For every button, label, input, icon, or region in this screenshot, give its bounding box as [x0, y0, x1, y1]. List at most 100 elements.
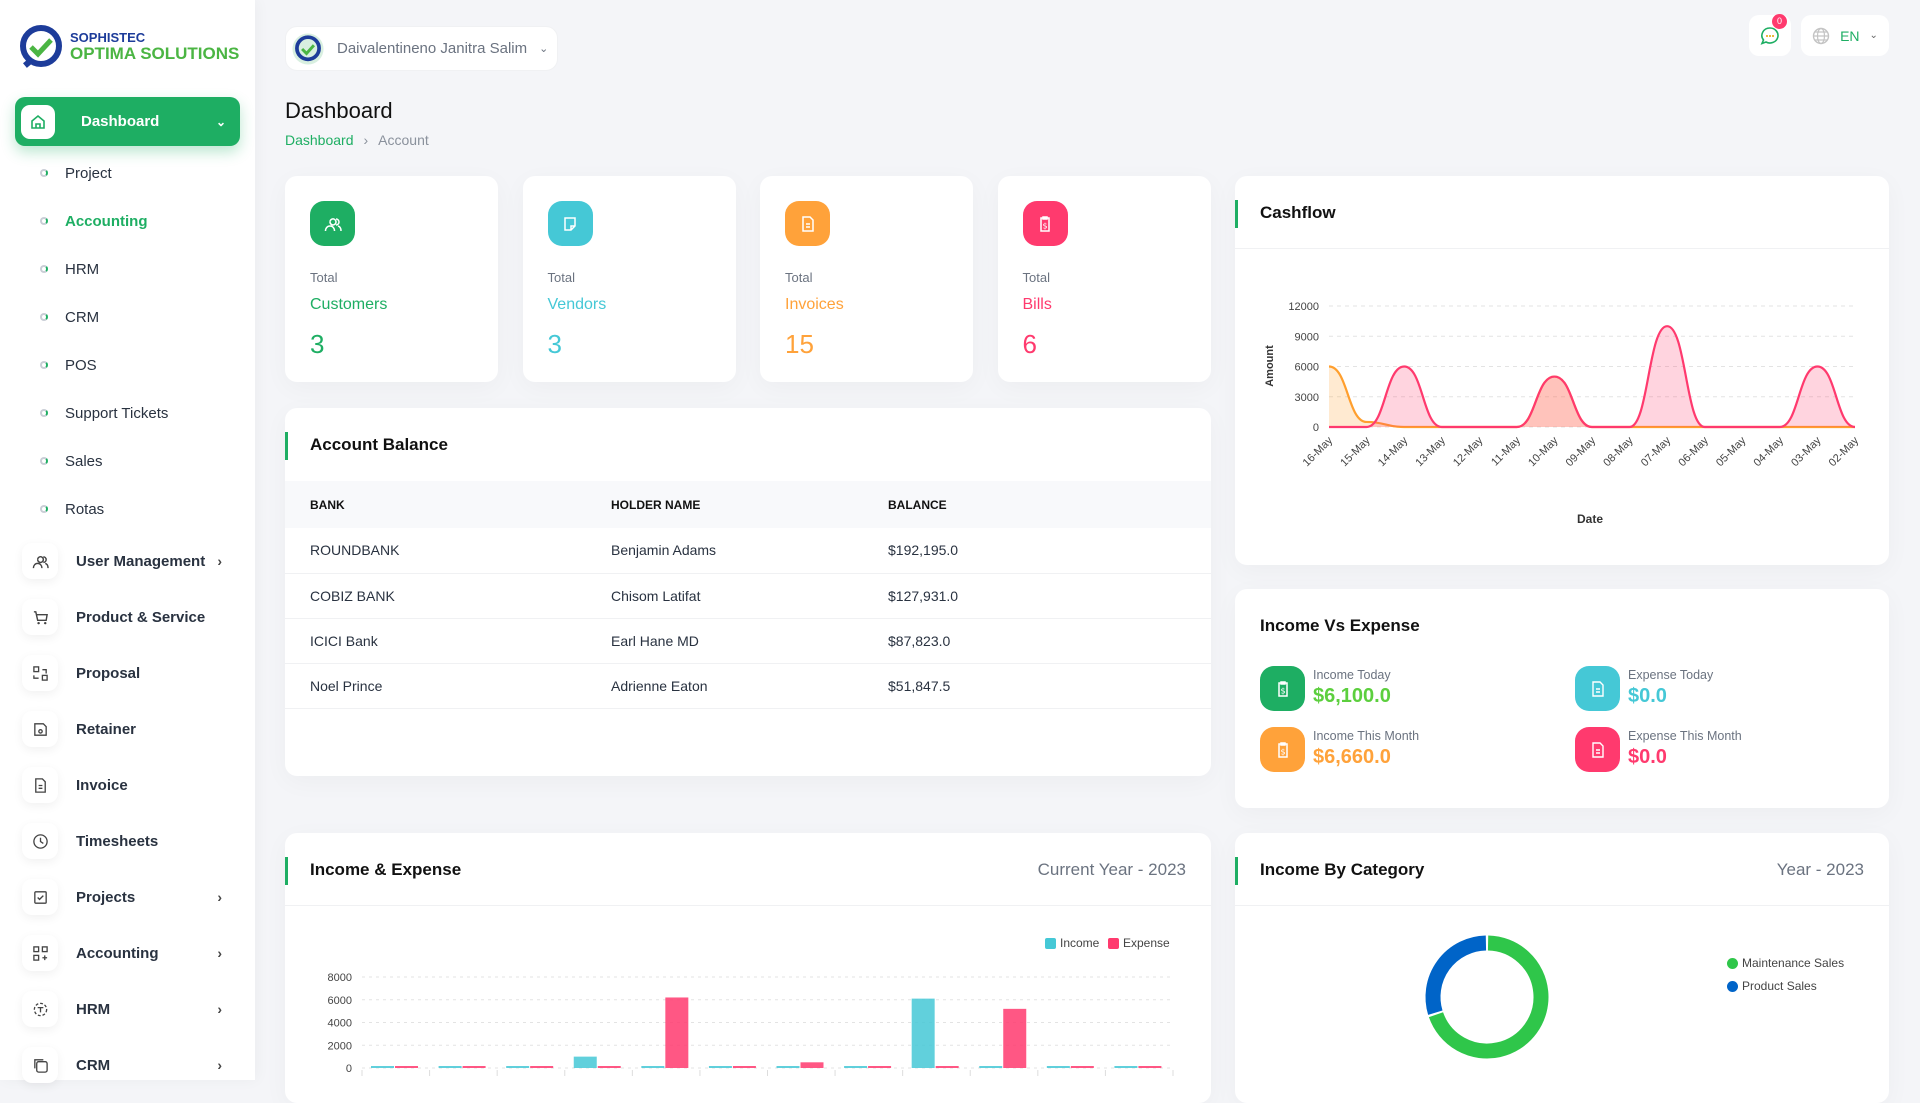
holder-cell: Chisom Latifat [586, 573, 863, 619]
logo-text-top: SOPHISTEC [70, 30, 146, 45]
legend-expense[interactable]: Expense [1108, 936, 1170, 950]
sidebar-subitem-sales[interactable]: Sales [40, 449, 103, 473]
stat-card-vendors[interactable]: Total Vendors 3 [522, 176, 736, 382]
sidebar-subitem-rotas[interactable]: Rotas [40, 497, 104, 521]
file-icon [1575, 666, 1620, 711]
sidebar-item-user-management[interactable]: User Management › [22, 541, 232, 581]
sidebar-item-label: Timesheets [76, 832, 159, 850]
holder-cell: Adrienne Eaton [586, 663, 863, 709]
sidebar-subitem-hrm[interactable]: HRM [40, 257, 99, 281]
legend-item[interactable]: Product Sales [1727, 979, 1817, 993]
sidebar-item-label: CRM [76, 1056, 111, 1074]
legend-label: Maintenance Sales [1742, 956, 1845, 970]
svg-text:$: $ [1042, 221, 1047, 230]
chevron-down-icon: ⌄ [1869, 30, 1878, 41]
page-title: Dashboard [285, 98, 393, 123]
breadcrumb-account: Account [378, 132, 429, 148]
metric-label: Expense This Month [1628, 729, 1742, 743]
sidebar-item-label: Dashboard [81, 113, 160, 130]
chevron-right-icon: › [217, 889, 222, 905]
legend-label: Product Sales [1742, 979, 1817, 993]
sidebar-subitem-support-tickets[interactable]: Support Tickets [40, 401, 168, 425]
sidebar-subitem-accounting[interactable]: Accounting [40, 209, 148, 233]
stat-value: 3 [310, 329, 325, 359]
sidebar-subitem-crm[interactable]: CRM [40, 305, 99, 329]
column-header: BANK [285, 481, 586, 528]
balance-cell: $192,195.0 [863, 528, 1211, 574]
legend-item[interactable]: Maintenance Sales [1727, 956, 1844, 970]
bullet-icon [40, 265, 48, 273]
chevron-right-icon: › [217, 1001, 222, 1017]
stat-label: Total [785, 270, 813, 285]
sidebar-item-projects[interactable]: Projects › [22, 877, 232, 917]
sidebar-item-label: Accounting [65, 212, 148, 230]
chevron-down-icon: ⌄ [215, 114, 226, 129]
checkbox-icon [22, 879, 58, 915]
metric-label: Income This Month [1313, 729, 1420, 743]
sidebar-item-dashboard[interactable]: Dashboard ⌄ [15, 97, 240, 146]
sidebar-item-accounting[interactable]: Accounting › [22, 933, 232, 973]
sidebar-item-hrm[interactable]: HRM › [22, 989, 232, 1029]
chevron-down-icon: ⌄ [539, 43, 549, 55]
stat-name: Vendors [547, 296, 607, 313]
metric-label: Income Today [1313, 668, 1391, 682]
breadcrumb-dashboard[interactable]: Dashboard [285, 132, 354, 148]
company-switcher[interactable]: Daivalentineno Janitra Salim ⌄ [285, 26, 558, 71]
users-icon [22, 543, 58, 579]
file-invoice-icon [785, 201, 830, 246]
clipboard-dollar-icon: $ [1260, 727, 1305, 772]
language-dropdown[interactable]: EN ⌄ [1801, 15, 1889, 56]
focus-icon [22, 991, 58, 1027]
table-row: ROUNDBANK Benjamin Adams $192,195.0 [285, 528, 1211, 574]
sidebar-item-label: HRM [76, 1000, 111, 1018]
sidebar-item-label: Rotas [65, 500, 105, 518]
stat-card-bills[interactable]: $ Total Bills 6 [997, 176, 1211, 382]
bullet-icon [40, 169, 48, 177]
holder-cell: Earl Hane MD [586, 618, 863, 664]
sidebar-subitem-pos[interactable]: POS [40, 353, 97, 377]
bullet-icon [40, 505, 48, 513]
globe-icon [1812, 27, 1830, 44]
save-icon [22, 711, 58, 747]
sidebar-item-label: Sales [65, 452, 103, 470]
stat-value: 6 [1022, 329, 1037, 359]
sidebar-item-product-service[interactable]: Product & Service [22, 597, 232, 637]
chevron-right-icon: › [217, 945, 222, 961]
income-category-card: Income By Category Year - 2023 [1235, 833, 1889, 1103]
metric-value: $0.0 [1628, 746, 1667, 768]
holder-cell: Benjamin Adams [586, 528, 863, 574]
stat-name: Bills [1022, 296, 1052, 313]
cashflow-card: Cashflow [1235, 176, 1889, 565]
card-title: Income By Category [1260, 860, 1425, 879]
sidebar-subitem-project[interactable]: Project [40, 161, 112, 185]
chat-icon [1760, 26, 1779, 45]
sidebar-item-invoice[interactable]: Invoice [22, 765, 232, 805]
column-header: HOLDER NAME [586, 481, 863, 528]
bullet-icon [40, 457, 48, 465]
stat-value: 15 [785, 329, 814, 359]
sidebar-item-label: Projects [76, 888, 136, 906]
stat-card-customers[interactable]: Total Customers 3 [285, 176, 498, 382]
sidebar-item-label: Project [65, 164, 112, 182]
sidebar-item-proposal[interactable]: Proposal [22, 653, 232, 693]
metric-value: $6,660.0 [1313, 746, 1391, 768]
sidebar-item-retainer[interactable]: Retainer [22, 709, 232, 749]
sidebar-item-timesheets[interactable]: Timesheets [22, 821, 232, 861]
messages-button[interactable]: 0 [1749, 14, 1791, 56]
clipboard-dollar-icon: $ [1260, 666, 1305, 711]
logo[interactable]: SOPHISTEC OPTIMA SOLUTIONS [18, 24, 239, 70]
card-title: Account Balance [310, 435, 448, 454]
metric-value: $0.0 [1628, 685, 1667, 707]
chevron-right-icon: › [217, 1057, 222, 1073]
sidebar-item-crm[interactable]: CRM › [22, 1045, 232, 1085]
account-balance-card: Account Balance BANK HOLDER NAME BALANCE RO… [285, 408, 1211, 776]
bank-cell: COBIZ BANK [285, 573, 586, 619]
stat-card-invoices[interactable]: Total Invoices 15 [760, 176, 973, 382]
table-row: Noel Prince Adrienne Eaton $51,847.5 [285, 663, 1211, 709]
sidebar-item-label: POS [65, 356, 97, 374]
bullet-icon [40, 409, 48, 417]
sidebar-item-label: HRM [65, 260, 100, 278]
copy-icon [22, 1047, 58, 1083]
stat-name: Customers [310, 296, 388, 313]
legend-income[interactable]: Income [1045, 936, 1099, 950]
